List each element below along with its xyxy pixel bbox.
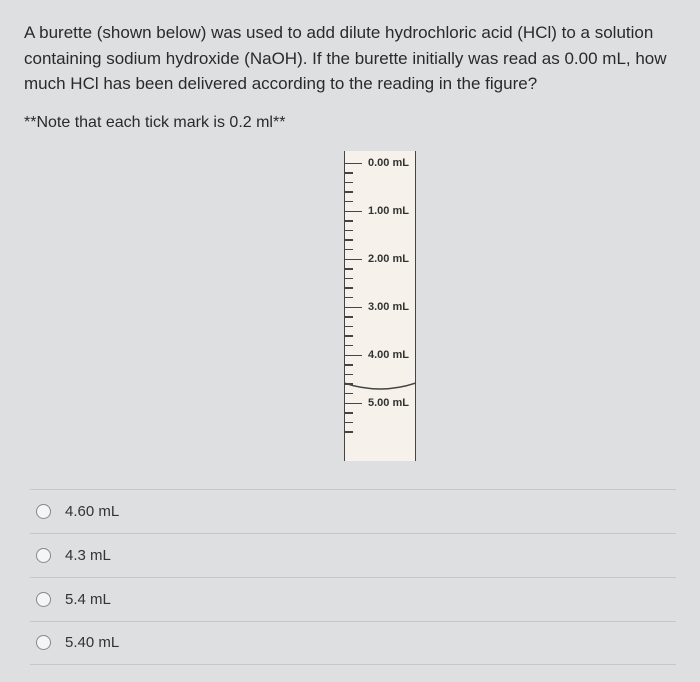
burette-diagram: 0.00 mL 1.00 mL 2.00 mL 3.00 mL 4.00 mL 5.00 … — [330, 151, 450, 461]
tick-minor — [344, 297, 353, 299]
radio-icon[interactable] — [36, 504, 51, 519]
option-label: 5.40 mL — [65, 634, 119, 651]
option-row[interactable]: 5.4 mL — [30, 577, 676, 621]
option-label: 4.60 mL — [65, 503, 119, 520]
tick-minor — [344, 364, 353, 366]
tick-label: 1.00 mL — [368, 205, 409, 217]
options-list: 4.60 mL 4.3 mL 5.4 mL 5.40 mL — [24, 489, 676, 665]
tick-label: 0.00 mL — [368, 157, 409, 169]
radio-icon[interactable] — [36, 548, 51, 563]
tick-minor — [344, 287, 353, 289]
tick-minor — [344, 326, 353, 328]
figure-area: 0.00 mL 1.00 mL 2.00 mL 3.00 mL 4.00 mL 5.00 … — [24, 151, 676, 461]
question-text: A burette (shown below) was used to add … — [24, 20, 676, 97]
radio-icon[interactable] — [36, 635, 51, 650]
tick-minor — [344, 249, 353, 251]
tick-minor — [344, 431, 353, 433]
option-row[interactable]: 4.3 mL — [30, 533, 676, 577]
tick-minor — [344, 335, 353, 337]
tick-minor — [344, 268, 353, 270]
tick-label: 3.00 mL — [368, 301, 409, 313]
radio-icon[interactable] — [36, 592, 51, 607]
tick-major — [344, 211, 362, 213]
tick-minor — [344, 230, 353, 232]
option-label: 4.3 mL — [65, 547, 111, 564]
tick-minor — [344, 345, 353, 347]
option-row[interactable]: 4.60 mL — [30, 489, 676, 533]
tick-major — [344, 355, 362, 357]
meniscus — [344, 381, 416, 393]
tick-minor — [344, 191, 353, 193]
tick-label: 2.00 mL — [368, 253, 409, 265]
tick-major — [344, 259, 362, 261]
tick-minor — [344, 220, 353, 222]
tick-minor — [344, 239, 353, 241]
tick-minor — [344, 422, 353, 424]
tick-minor — [344, 201, 353, 203]
option-row[interactable]: 5.40 mL — [30, 621, 676, 665]
tick-minor — [344, 412, 353, 414]
tick-label: 5.00 mL — [368, 397, 409, 409]
tick-minor — [344, 172, 353, 174]
tick-minor — [344, 278, 353, 280]
tick-major — [344, 163, 362, 165]
tick-major — [344, 307, 362, 309]
tick-label: 4.00 mL — [368, 349, 409, 361]
tick-minor — [344, 182, 353, 184]
question-note: **Note that each tick mark is 0.2 ml** — [24, 111, 676, 135]
tick-minor — [344, 374, 353, 376]
tick-minor — [344, 316, 353, 318]
tick-major — [344, 403, 362, 405]
option-label: 5.4 mL — [65, 591, 111, 608]
